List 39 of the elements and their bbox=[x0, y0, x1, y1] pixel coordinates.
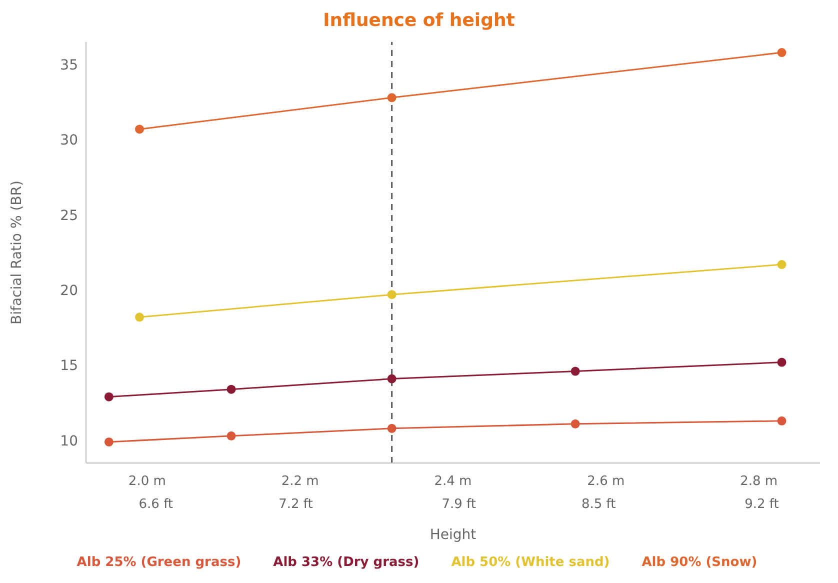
point bbox=[777, 48, 786, 58]
chart-title: Influence of height bbox=[322, 9, 516, 33]
point bbox=[387, 93, 396, 102]
point bbox=[777, 416, 786, 426]
y-axis-title: Bifacial Ratio % (BR) bbox=[8, 180, 25, 324]
x-tick-label: 2.6 m bbox=[587, 474, 625, 489]
x-tick-label: 2.0 m bbox=[128, 474, 166, 489]
x2-tick-label: 7.9 ft bbox=[442, 497, 476, 512]
text: Alb 25% (Green grass) bbox=[76, 555, 242, 570]
point bbox=[777, 358, 786, 367]
x2-tick-label: 6.6 ft bbox=[138, 497, 174, 512]
x-tick-label: 2.2 m bbox=[281, 474, 319, 489]
point bbox=[226, 431, 236, 440]
point bbox=[777, 260, 786, 270]
x2-tick-label: 7.2 ft bbox=[278, 497, 313, 512]
text: Alb 90% (Snow) bbox=[642, 555, 758, 570]
x-axis-title: Height bbox=[430, 527, 477, 543]
x2-tick-label: 8.5 ft bbox=[582, 497, 616, 512]
x-tick-label: 2.8 m bbox=[740, 474, 778, 489]
point bbox=[135, 124, 144, 134]
x2-tick-label: 9.2 ft bbox=[744, 497, 779, 512]
point bbox=[135, 312, 144, 322]
y-tick-label: 35 bbox=[60, 58, 78, 74]
y-tick-label: 30 bbox=[60, 132, 78, 149]
text: Alb 50% (White sand) bbox=[451, 555, 610, 570]
text: Alb 33% (Dry grass) bbox=[273, 555, 420, 570]
point bbox=[104, 392, 114, 402]
point bbox=[387, 424, 396, 433]
point bbox=[226, 384, 236, 394]
y-tick-label: 10 bbox=[60, 433, 78, 450]
point bbox=[570, 366, 580, 376]
y-tick-label: 15 bbox=[60, 358, 78, 374]
y-tick-label: 25 bbox=[60, 208, 78, 224]
point bbox=[104, 437, 114, 446]
point bbox=[570, 419, 580, 428]
point bbox=[387, 290, 396, 300]
x-tick-label: 2.4 m bbox=[434, 474, 472, 489]
point bbox=[387, 374, 396, 384]
y-tick-label: 20 bbox=[60, 283, 78, 300]
